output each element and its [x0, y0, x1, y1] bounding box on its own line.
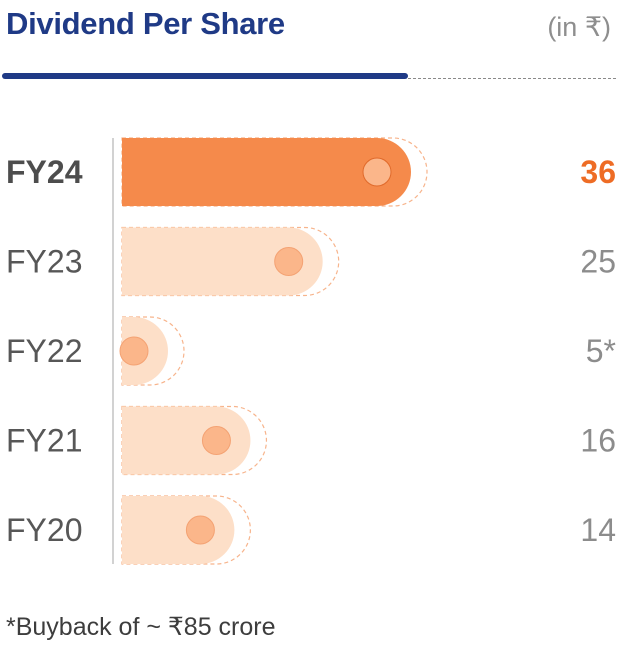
- bar-knob-fy21: [201, 426, 231, 455]
- bar-fy20: [122, 496, 235, 564]
- bar-outline-fy20: [121, 495, 251, 565]
- unit-label: (in ₹): [547, 12, 611, 42]
- dividend-bar-chart: FY24 36 FY23 25 FY22 5* FY21 16 FY20 14: [6, 137, 616, 565]
- bar-fy23: [122, 227, 323, 296]
- title-underline: [2, 73, 408, 79]
- category-label-fy21: FY21: [6, 423, 82, 459]
- footnote: *Buyback of ~ ₹85 crore: [6, 613, 276, 641]
- bar-outline-fy22: [121, 316, 185, 386]
- title-dashed-rule: [408, 78, 616, 79]
- category-label-fy24: FY24: [6, 154, 83, 190]
- value-label-fy22: 5*: [586, 333, 616, 369]
- bar-outline-fy24: [121, 137, 428, 207]
- category-label-fy20: FY20: [6, 512, 82, 548]
- bar-knob-fy22: [119, 336, 149, 366]
- bar-outline-fy23: [121, 226, 340, 297]
- value-label-fy23: 25: [580, 244, 616, 280]
- bar-knob-fy24: [362, 157, 392, 187]
- bar-fy21: [122, 406, 251, 475]
- bar-fy24: [122, 138, 411, 206]
- bar-knob-fy23: [274, 247, 304, 276]
- value-label-fy24: 36: [580, 154, 616, 190]
- chart-title: Dividend Per Share: [6, 6, 285, 41]
- value-label-fy21: 16: [580, 423, 616, 459]
- value-label-fy20: 14: [580, 512, 616, 548]
- bar-outline-fy21: [121, 405, 268, 476]
- category-label-fy22: FY22: [6, 333, 82, 369]
- bar-knob-fy20: [185, 515, 215, 545]
- category-label-fy23: FY23: [6, 244, 82, 280]
